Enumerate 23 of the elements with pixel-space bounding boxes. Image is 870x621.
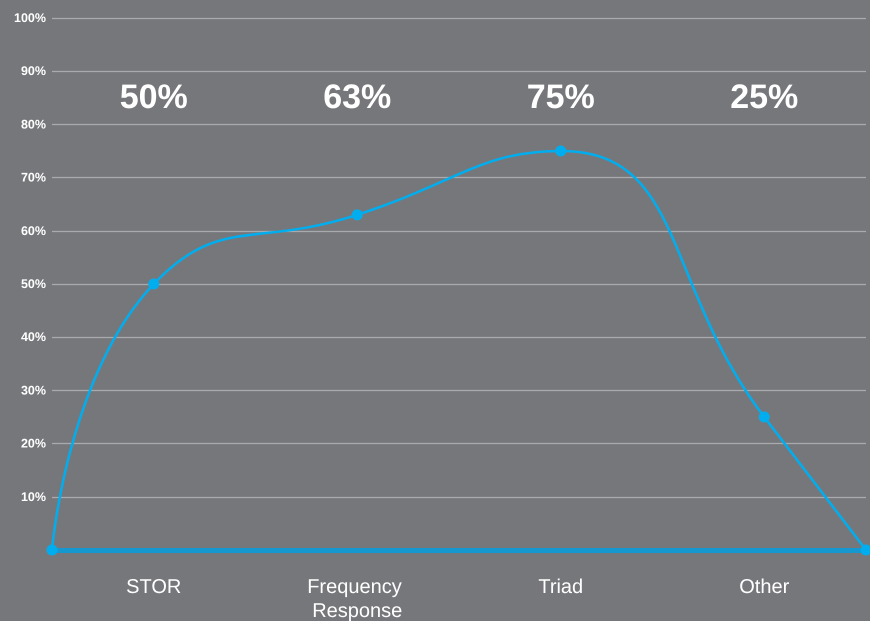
x-tick-label: STOR [126,576,182,598]
x-tick-label: Triad [538,576,584,598]
point [758,412,770,422]
x-tick-label: Other [739,576,790,598]
y-tick-label: 60% [20,224,46,238]
y-tick-label: 10% [20,490,46,504]
y-tick-label: 70% [20,170,46,185]
point [46,544,58,556]
point [352,209,363,220]
annotation: 25% [730,78,798,116]
y-tick-label: 80% [20,117,46,132]
point [555,146,566,156]
annotation: 50% [120,78,188,116]
y-tick-label: 20% [20,436,46,451]
annotation: 75% [526,78,595,116]
annotation: 63% [323,78,392,116]
y-tick-label: 100% [14,11,46,25]
y-tick-label: 90% [20,64,46,78]
y-tick-label: 40% [20,330,46,344]
y-tick-label: 30% [20,383,46,398]
point [148,278,160,290]
x-tick-label: Frequency Response [307,576,408,621]
y-tick-label: 50% [20,277,46,291]
